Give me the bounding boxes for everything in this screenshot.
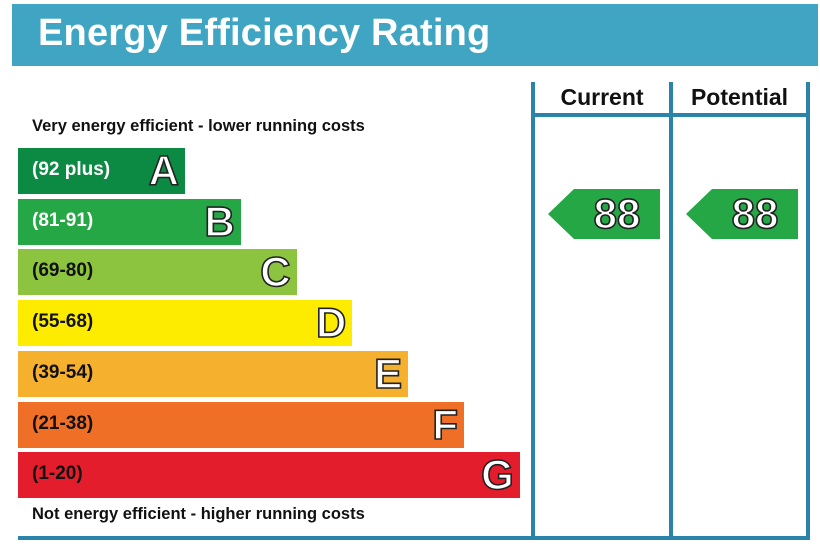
- column-divider-left: [531, 82, 535, 538]
- potential-column-header: Potential: [690, 84, 789, 110]
- band-c-letter: C: [259, 248, 291, 296]
- band-c: (69-80) C: [18, 248, 297, 296]
- current-rating-arrow: 88: [548, 189, 660, 239]
- band-a: (92 plus) A: [18, 147, 185, 195]
- current-column-header: Current: [560, 84, 644, 110]
- band-b-letter: B: [204, 197, 236, 245]
- title-bar: Energy Efficiency Rating: [12, 4, 818, 66]
- band-e: (39-54) E: [18, 349, 409, 397]
- column-divider-middle: [669, 82, 673, 538]
- band-g-range: (1-20): [32, 463, 83, 485]
- band-e-letter: E: [373, 349, 403, 397]
- band-f: (21-38) F: [18, 400, 464, 448]
- band-f-range: (21-38): [32, 412, 94, 434]
- band-c-range: (69-80): [32, 260, 94, 282]
- band-d: (55-68) D: [18, 299, 353, 347]
- current-arrow-shape: [548, 189, 660, 239]
- band-d-letter: D: [315, 299, 347, 347]
- band-f-letter: F: [432, 400, 459, 448]
- potential-arrow-shape: [686, 189, 798, 239]
- band-b-range: (81-91): [32, 209, 94, 231]
- band-a-letter: A: [148, 147, 180, 195]
- bottom-caption: Not energy efficient - higher running co…: [32, 505, 365, 523]
- chart-title: Energy Efficiency Rating: [38, 12, 491, 54]
- bottom-border: [18, 536, 810, 540]
- band-g-letter: G: [480, 451, 514, 499]
- band-d-range: (55-68): [32, 311, 94, 333]
- potential-rating-value: 88: [731, 189, 779, 238]
- current-rating-value: 88: [593, 189, 641, 238]
- potential-rating-arrow: 88: [686, 189, 798, 239]
- band-e-range: (39-54): [32, 361, 94, 383]
- band-g: (1-20) G: [18, 451, 520, 499]
- header-underline: [531, 113, 810, 117]
- band-a-range: (92 plus): [32, 159, 111, 180]
- column-divider-right: [806, 82, 810, 538]
- top-caption: Very energy efficient - lower running co…: [32, 117, 365, 135]
- band-b: (81-91) B: [18, 197, 241, 245]
